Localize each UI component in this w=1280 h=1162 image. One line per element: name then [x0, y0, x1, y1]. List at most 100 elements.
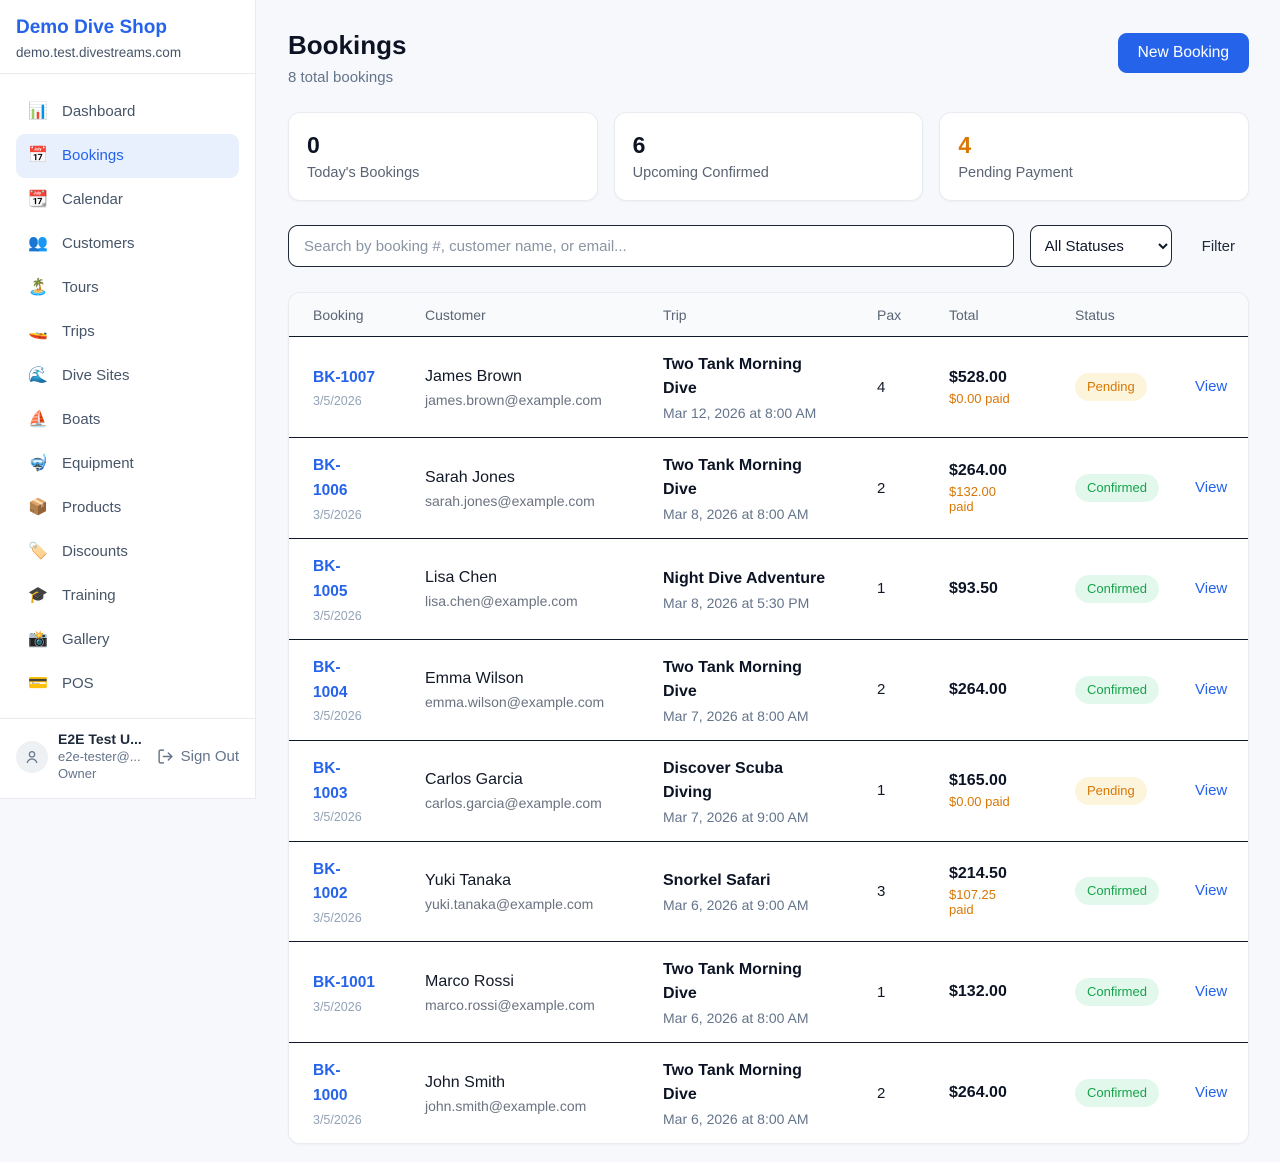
view-link[interactable]: View [1195, 983, 1228, 1001]
status-badge: Confirmed [1075, 474, 1159, 502]
customer-email: sarah.jones@example.com [425, 492, 595, 509]
sidebar-item-dive-sites[interactable]: 🌊 Dive Sites [16, 354, 239, 398]
bar-chart-icon: 📊 [28, 103, 48, 120]
view-link[interactable]: View [1195, 1084, 1228, 1102]
view-link[interactable]: View [1195, 781, 1228, 799]
booking-id-link[interactable]: BK- 1005 [313, 558, 348, 600]
sidebar-item-customers[interactable]: 👥 Customers [16, 222, 239, 266]
page-title: Bookings [288, 30, 407, 60]
sidebar-item-dashboard[interactable]: 📊 Dashboard [16, 90, 239, 134]
actions-cell: View [1195, 681, 1227, 699]
pax-value: 2 [877, 681, 886, 699]
stat-card-pending-payment: 4 Pending Payment [939, 112, 1249, 201]
main-content: Bookings 8 total bookings New Booking 0 … [256, 0, 1280, 1145]
sidebar-item-products[interactable]: 📦 Products [16, 486, 239, 530]
customer-name: James Brown [425, 367, 522, 385]
total-cell: $214.50 $107.25 paid [949, 865, 1075, 917]
status-cell: Confirmed [1075, 978, 1195, 1007]
table-row: BK-1007 3/5/2026 James Brown james.brown@ex… [289, 337, 1248, 438]
sidebar-header: Demo Dive Shop demo.test.divestreams.com [0, 0, 255, 74]
sidebar-item-gallery[interactable]: 📸 Gallery [16, 618, 239, 662]
total-cell: $132.00 [949, 983, 1075, 1001]
booking-date: 3/5/2026 [313, 1112, 362, 1127]
customer-cell: Carlos Garcia carlos.garcia@example.com [425, 770, 663, 811]
sidebar-item-discounts[interactable]: 🏷️ Discounts [16, 530, 239, 574]
status-cell: Pending [1075, 373, 1195, 401]
booking-id-link[interactable]: BK- 1004 [313, 658, 348, 701]
view-link[interactable]: View [1195, 479, 1228, 496]
view-link[interactable]: View [1195, 378, 1228, 395]
trip-cell: Two Tank Morning Dive Mar 12, 2026 at 8:0… [663, 353, 877, 421]
booking-id-link[interactable]: BK- 1002 [313, 860, 348, 903]
table-row: BK- 1004 3/5/2026 Emma Wilson emma.wilson@ex… [289, 639, 1248, 741]
booking-id-link[interactable]: BK-1001 [313, 973, 376, 991]
table-row: BK- 1006 3/5/2026 Sarah Jones sarah.jones@ex… [289, 438, 1248, 539]
trip-name: Two Tank Morning Dive [663, 457, 802, 498]
customer-cell: Emma Wilson emma.wilson@example.com [425, 669, 663, 710]
trip-cell: Two Tank Morning Dive Mar 7, 2026 at 8:00… [663, 656, 877, 724]
column-header-customer: Customer [425, 306, 486, 323]
trip-name: Night Dive Adventure [663, 569, 826, 587]
filter-button[interactable]: Filter [1188, 238, 1249, 255]
stat-card-upcoming-confirmed: 6 Upcoming Confirmed [613, 112, 924, 201]
search-input[interactable] [288, 225, 1014, 267]
actions-cell: View [1195, 782, 1227, 800]
desert-island-icon: 🏝️ [28, 279, 48, 296]
sidebar-item-boats[interactable]: ⛵ Boats [16, 398, 239, 442]
booking-id-link[interactable]: BK- 1000 [313, 1062, 348, 1105]
sidebar-item-label: Equipment [62, 455, 134, 472]
sidebar-item-label: Products [62, 499, 122, 516]
avatar [16, 740, 48, 773]
trip-name: Two Tank Morning Dive [663, 658, 802, 700]
stat-label: Upcoming Confirmed [632, 165, 769, 181]
customer-cell: James Brown james.brown@example.com [425, 367, 663, 408]
paid-amount: $132.00 paid [949, 484, 996, 514]
paid-amount: $0.00 paid [949, 390, 1010, 406]
trip-datetime: Mar 8, 2026 at 5:30 PM [663, 594, 810, 611]
person-icon [26, 750, 38, 763]
sidebar-item-tours[interactable]: 🏝️ Tours [16, 266, 239, 310]
status-cell: Confirmed [1075, 574, 1195, 603]
actions-cell: View [1195, 983, 1227, 1001]
page-subtitle: 8 total bookings [288, 69, 394, 86]
status-badge: Confirmed [1075, 978, 1159, 1007]
booking-id-link[interactable]: BK-1007 [313, 368, 376, 386]
status-cell: Confirmed [1075, 474, 1195, 502]
sign-out-button[interactable]: Sign Out [157, 748, 239, 765]
filter-row: All Statuses Filter [288, 225, 1249, 267]
customer-cell: Sarah Jones sarah.jones@example.com [425, 468, 663, 509]
sidebar-item-training[interactable]: 🎓 Training [16, 574, 239, 618]
sidebar-item-label: Dive Sites [62, 367, 130, 384]
booking-id-link[interactable]: BK- 1003 [313, 759, 348, 802]
stat-label: Today's Bookings [307, 165, 420, 181]
column-header-status: Status [1075, 306, 1115, 323]
trip-cell: Two Tank Morning Dive Mar 6, 2026 at 8:00… [663, 1059, 877, 1127]
sidebar-item-equipment[interactable]: 🤿 Equipment [16, 442, 239, 486]
status-cell: Confirmed [1075, 675, 1195, 704]
customer-name: Carlos Garcia [425, 771, 523, 789]
status-filter-select[interactable]: All Statuses [1029, 225, 1172, 267]
sidebar-item-pos[interactable]: 💳 POS [16, 662, 239, 706]
total-amount: $264.00 [949, 1084, 1007, 1102]
table-header-row: Booking Customer Trip Pax Total Status [289, 293, 1248, 337]
pax-value: 3 [877, 882, 886, 900]
customer-email: james.brown@example.com [425, 391, 602, 408]
trip-name: Discover Scuba Diving [663, 759, 784, 801]
stats-row: 0 Today's Bookings 6 Upcoming Confirmed … [288, 112, 1249, 201]
customer-cell: Lisa Chen lisa.chen@example.com [425, 568, 663, 609]
booking-date: 3/5/2026 [313, 810, 362, 825]
sidebar-item-calendar[interactable]: 📆 Calendar [16, 178, 239, 222]
table-body: BK-1007 3/5/2026 James Brown james.brown@ex… [289, 337, 1248, 1144]
status-cell: Confirmed [1075, 1079, 1195, 1108]
customer-email: lisa.chen@example.com [425, 593, 578, 610]
view-link[interactable]: View [1195, 680, 1228, 698]
customer-email: emma.wilson@example.com [425, 694, 605, 711]
view-link[interactable]: View [1195, 579, 1228, 597]
sidebar-item-bookings[interactable]: 📅 Bookings [16, 134, 239, 178]
new-booking-button[interactable]: New Booking [1117, 33, 1249, 73]
view-link[interactable]: View [1195, 882, 1228, 900]
booking-id-link[interactable]: BK- 1006 [313, 457, 348, 499]
sidebar-item-trips[interactable]: 🚤 Trips [16, 310, 239, 354]
booking-date: 3/5/2026 [313, 709, 362, 724]
booking-cell: BK- 1002 3/5/2026 [313, 858, 425, 926]
